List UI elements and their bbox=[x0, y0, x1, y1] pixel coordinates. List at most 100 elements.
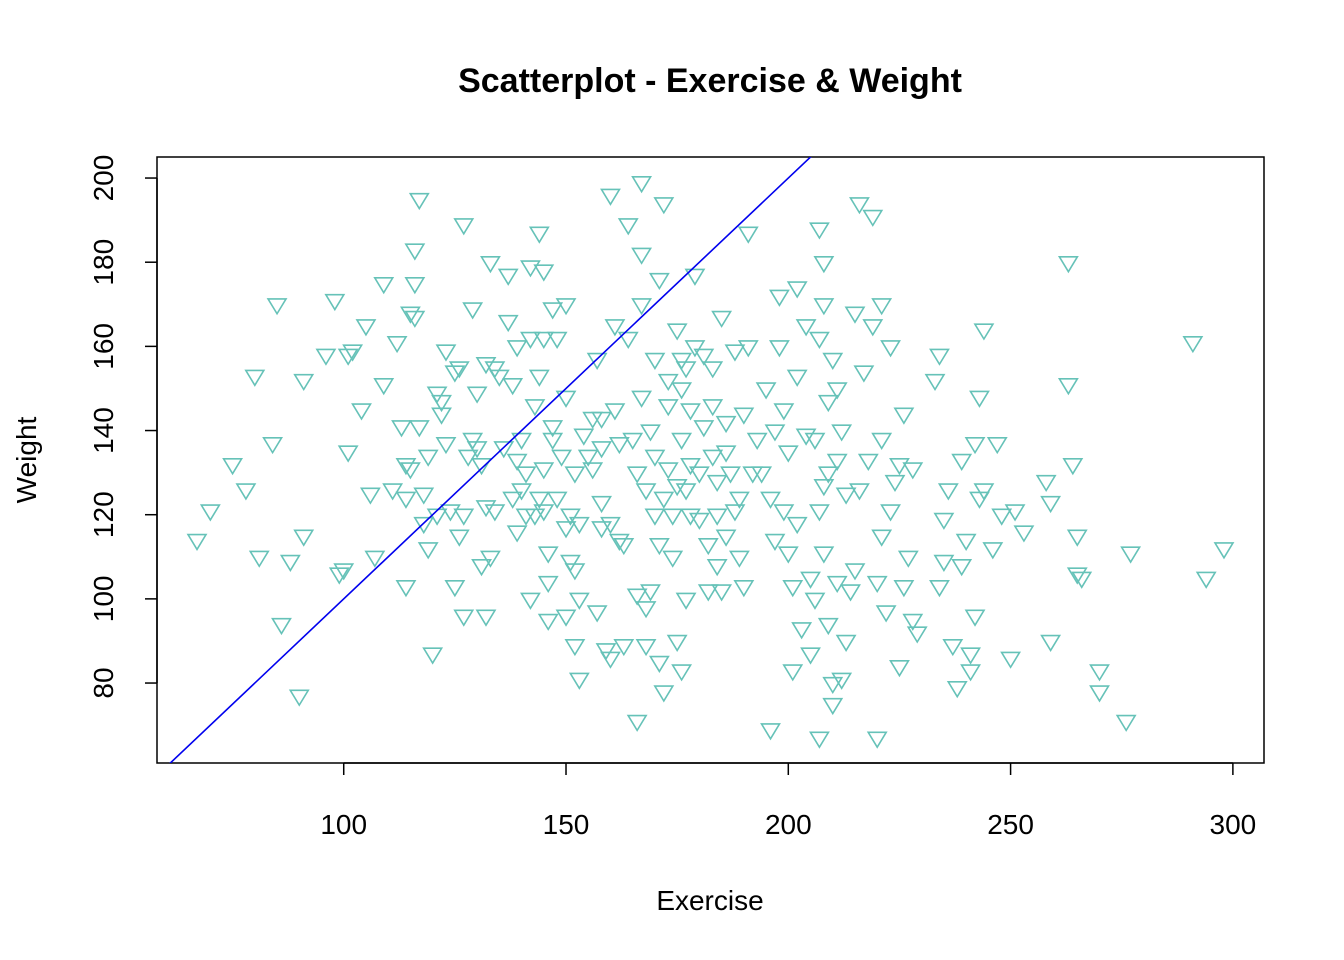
scatter-point bbox=[555, 521, 577, 539]
scatter-point bbox=[742, 466, 764, 484]
scatter-point bbox=[600, 188, 621, 206]
scatter-point bbox=[1066, 529, 1088, 547]
scatter-point bbox=[884, 474, 906, 493]
scatter-point bbox=[1057, 256, 1079, 274]
scatter-point bbox=[688, 512, 710, 530]
scatter-point bbox=[631, 390, 653, 408]
scatter-point bbox=[817, 466, 839, 484]
scatter-point bbox=[951, 453, 973, 471]
scatter-point bbox=[831, 424, 853, 442]
scatter-point bbox=[937, 483, 959, 501]
scatter-point bbox=[831, 672, 853, 690]
scatter-point bbox=[542, 432, 564, 450]
scatter-point bbox=[893, 580, 915, 598]
y-tick-label: 140 bbox=[88, 407, 119, 454]
scatter-point bbox=[893, 407, 915, 425]
scatter-point bbox=[568, 592, 590, 610]
scatter-point bbox=[693, 348, 715, 366]
scatter-point bbox=[542, 302, 564, 320]
scatter-point bbox=[448, 529, 470, 547]
scatter-point bbox=[635, 601, 657, 619]
scatter-point bbox=[715, 415, 737, 434]
scatter-point bbox=[613, 537, 635, 556]
scatter-point bbox=[395, 580, 417, 598]
scatter-point bbox=[866, 731, 888, 749]
scatter-point bbox=[929, 348, 950, 366]
scatter-point bbox=[333, 563, 355, 581]
scatter-point bbox=[337, 445, 359, 463]
scatter-point bbox=[271, 617, 292, 636]
scatter-point bbox=[853, 365, 875, 383]
scatter-point bbox=[502, 378, 524, 396]
scatter-point bbox=[724, 344, 746, 362]
scatter-point bbox=[1040, 495, 1062, 514]
scatter-point bbox=[431, 407, 452, 425]
scatter-point bbox=[533, 462, 555, 480]
scatter-point bbox=[417, 449, 439, 467]
scatter-point bbox=[671, 664, 693, 682]
scatter-point bbox=[809, 731, 830, 749]
scatter-point bbox=[555, 609, 577, 627]
scatter-point bbox=[804, 592, 826, 610]
scatter-point bbox=[551, 449, 572, 467]
scatter-point bbox=[666, 323, 688, 341]
scatter-point bbox=[1120, 546, 1142, 564]
scatter-point bbox=[595, 643, 617, 661]
scatter-point bbox=[768, 340, 790, 358]
scatter-point bbox=[782, 664, 804, 682]
scatter-point bbox=[426, 386, 448, 404]
scatter-point bbox=[497, 268, 519, 286]
scatter-point bbox=[564, 563, 586, 581]
scatter-point bbox=[728, 550, 750, 568]
scatter-point bbox=[897, 550, 919, 568]
scatter-point bbox=[902, 613, 924, 631]
scatter-point bbox=[871, 529, 893, 547]
scatter-point bbox=[813, 256, 835, 274]
scatter-point bbox=[591, 495, 612, 514]
scatter-point bbox=[653, 491, 675, 509]
y-tick-label: 120 bbox=[88, 491, 119, 538]
scatter-point bbox=[795, 428, 817, 446]
scatter-point bbox=[444, 580, 466, 598]
scatter-point bbox=[617, 218, 639, 236]
scatter-point bbox=[546, 491, 568, 509]
scatter-point bbox=[399, 306, 421, 324]
scatter-point bbox=[871, 432, 893, 450]
scatter-point bbox=[662, 508, 684, 526]
scatter-point bbox=[631, 176, 653, 194]
scatter-point bbox=[506, 453, 528, 471]
scatter-point bbox=[342, 344, 364, 362]
y-axis: 80 100 120 140 160 180 200 bbox=[88, 155, 158, 699]
scatter-point bbox=[604, 403, 626, 421]
scatter-point bbox=[844, 306, 866, 324]
scatter-point bbox=[404, 277, 426, 295]
scatter-point bbox=[702, 361, 724, 379]
fit-line bbox=[169, 157, 812, 763]
scatter-point bbox=[711, 584, 733, 602]
scatter-point bbox=[466, 441, 488, 459]
scatter-point bbox=[826, 453, 848, 471]
scatter-point bbox=[355, 319, 377, 337]
scatter-point bbox=[537, 613, 559, 631]
scatter-point bbox=[1004, 504, 1026, 522]
scatter-point bbox=[737, 340, 759, 358]
x-tick-label: 200 bbox=[765, 809, 812, 840]
scatter-point bbox=[591, 411, 612, 429]
scatter-point bbox=[684, 268, 706, 286]
scatter-point bbox=[622, 432, 644, 450]
scatter-point bbox=[1040, 634, 1062, 652]
scatter-point bbox=[186, 533, 208, 551]
scatter-point bbox=[706, 559, 728, 577]
scatter-point bbox=[506, 340, 528, 358]
x-axis-label: Exercise bbox=[656, 885, 763, 916]
scatter-point bbox=[617, 331, 639, 349]
scatter-point bbox=[680, 508, 701, 526]
scatter-point bbox=[391, 420, 412, 438]
scatter-point bbox=[1195, 571, 1217, 589]
scatter-point bbox=[586, 352, 608, 370]
scatter-point bbox=[337, 348, 359, 366]
scatter-point bbox=[564, 466, 586, 484]
scatter-point bbox=[813, 479, 835, 497]
scatter-point bbox=[675, 483, 697, 501]
